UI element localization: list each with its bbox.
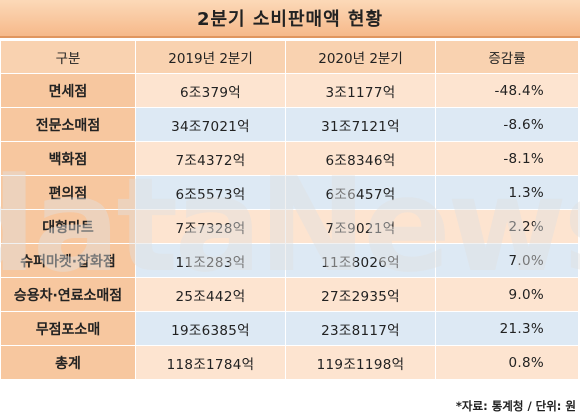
value-rate: 7.0% bbox=[435, 243, 579, 278]
page-title: 2분기 소비판매액 현황 bbox=[196, 9, 384, 30]
table-row: 백화점 7조4372억 6조8346억 -8.1% bbox=[0, 141, 579, 176]
value-2020: 3조1177억 bbox=[285, 73, 436, 108]
header-category: 구분 bbox=[0, 40, 136, 74]
table-row: 승용차·연료소매점 25조442억 27조2935억 9.0% bbox=[0, 277, 579, 312]
row-label: 총계 bbox=[0, 345, 136, 380]
title-bar: 2분기 소비판매액 현황 bbox=[0, 0, 580, 38]
source-note: *자료: 통계청 / 단위: 원 bbox=[455, 399, 576, 413]
header-rate: 증감률 bbox=[435, 40, 579, 74]
table-row: 편의점 6조5573억 6조6457억 1.3% bbox=[0, 175, 579, 210]
value-2020: 6조8346억 bbox=[285, 141, 436, 176]
value-2020: 31조7121억 bbox=[285, 107, 436, 142]
value-rate: 9.0% bbox=[435, 277, 579, 312]
sales-table: 구분 2019년 2분기 2020년 2분기 증감률 면세점 6조379억 3조… bbox=[0, 40, 579, 380]
value-rate: 21.3% bbox=[435, 311, 579, 346]
table-row: 슈퍼마켓·잡화점 11조283억 11조8026억 7.0% bbox=[0, 243, 579, 278]
header-2019: 2019년 2분기 bbox=[135, 40, 286, 74]
table-row-total: 총계 118조1784억 119조1198억 0.8% bbox=[0, 345, 579, 380]
value-rate: 2.2% bbox=[435, 209, 579, 244]
value-2019: 25조442억 bbox=[135, 277, 286, 312]
table-row: 무점포소매 19조6385억 23조8117억 21.3% bbox=[0, 311, 579, 346]
value-2020: 119조1198억 bbox=[285, 345, 436, 380]
table-row: 면세점 6조379억 3조1177억 -48.4% bbox=[0, 73, 579, 108]
row-label: 슈퍼마켓·잡화점 bbox=[0, 243, 136, 278]
table-row: 전문소매점 34조7021억 31조7121억 -8.6% bbox=[0, 107, 579, 142]
value-2019: 7조4372억 bbox=[135, 141, 286, 176]
row-label: 백화점 bbox=[0, 141, 136, 176]
table-row: 대형마트 7조7328억 7조9021억 2.2% bbox=[0, 209, 579, 244]
value-2019: 19조6385억 bbox=[135, 311, 286, 346]
value-rate: -48.4% bbox=[435, 73, 579, 108]
value-2019: 34조7021억 bbox=[135, 107, 286, 142]
value-2019: 6조379억 bbox=[135, 73, 286, 108]
row-label: 면세점 bbox=[0, 73, 136, 108]
header-2020: 2020년 2분기 bbox=[285, 40, 436, 74]
value-rate: 0.8% bbox=[435, 345, 579, 380]
value-2020: 11조8026억 bbox=[285, 243, 436, 278]
row-label: 무점포소매 bbox=[0, 311, 136, 346]
value-rate: 1.3% bbox=[435, 175, 579, 210]
row-label: 대형마트 bbox=[0, 209, 136, 244]
value-2019: 118조1784억 bbox=[135, 345, 286, 380]
table-header-row: 구분 2019년 2분기 2020년 2분기 증감률 bbox=[0, 40, 579, 74]
value-rate: -8.6% bbox=[435, 107, 579, 142]
row-label: 전문소매점 bbox=[0, 107, 136, 142]
value-2019: 6조5573억 bbox=[135, 175, 286, 210]
row-label: 승용차·연료소매점 bbox=[0, 277, 136, 312]
value-2020: 6조6457억 bbox=[285, 175, 436, 210]
value-2020: 23조8117억 bbox=[285, 311, 436, 346]
row-label: 편의점 bbox=[0, 175, 136, 210]
value-2019: 11조283억 bbox=[135, 243, 286, 278]
value-2020: 7조9021억 bbox=[285, 209, 436, 244]
value-2019: 7조7328억 bbox=[135, 209, 286, 244]
value-2020: 27조2935억 bbox=[285, 277, 436, 312]
value-rate: -8.1% bbox=[435, 141, 579, 176]
